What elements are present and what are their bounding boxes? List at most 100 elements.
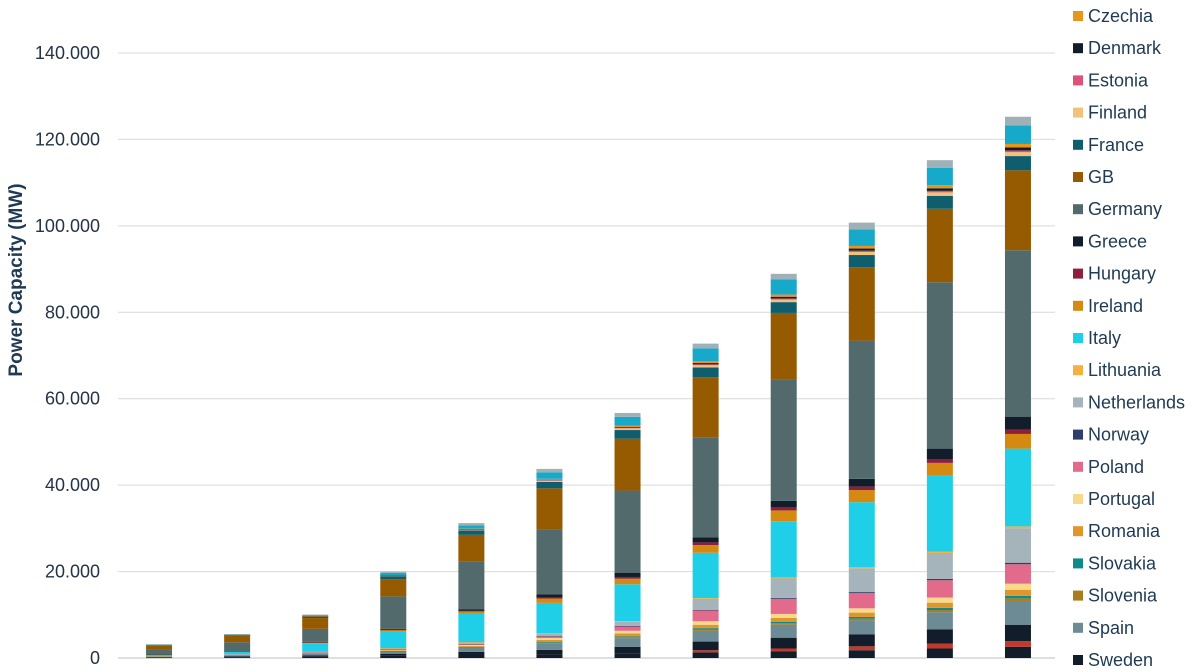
- bar-segment: [146, 649, 173, 655]
- bar-segment: [770, 279, 797, 295]
- legend-label: Sweden: [1088, 650, 1153, 670]
- legend-label: Greece: [1088, 231, 1147, 251]
- bar-segment: [1004, 562, 1031, 565]
- bar-segment: [458, 654, 485, 658]
- bar-segment: [770, 296, 797, 299]
- bar-segment: [302, 614, 329, 616]
- bar-segment: [536, 472, 563, 479]
- bar-segment: [1004, 641, 1031, 647]
- bar-segment: [614, 578, 641, 585]
- legend-label: Denmark: [1088, 38, 1162, 58]
- legend-label: Netherlands: [1088, 392, 1185, 412]
- y-tick-label: 0: [90, 648, 100, 668]
- bar-segment: [848, 650, 875, 658]
- bar-segment: [302, 653, 329, 654]
- bar-segment: [692, 437, 719, 538]
- bar-segment: [458, 644, 485, 646]
- bar-segment: [458, 645, 485, 647]
- bar-segment: [536, 479, 563, 481]
- bar-segment: [1004, 528, 1031, 563]
- bar-segment: [692, 361, 719, 364]
- bar-segment: [692, 552, 719, 599]
- bar-segment: [692, 598, 719, 600]
- bar-segment: [1004, 600, 1031, 625]
- bar-segment: [536, 636, 563, 639]
- y-axis-label: Power Capacity (MW): [6, 183, 27, 376]
- bar-segment: [146, 654, 173, 656]
- bar-segment: [1004, 589, 1031, 596]
- bar-segment: [536, 529, 563, 595]
- y-tick-label: 40.000: [45, 475, 100, 495]
- bar-segment: [770, 273, 797, 280]
- bar-segment: [848, 634, 875, 647]
- bar-segment: [848, 612, 875, 617]
- bar-segment: [926, 462, 953, 476]
- legend-label: Lithuania: [1088, 360, 1162, 380]
- bar-segment: [614, 425, 641, 427]
- bar-segment: [848, 340, 875, 479]
- bar-segment: [692, 364, 719, 366]
- bar-segment: [302, 651, 329, 653]
- bar-segment: [1004, 564, 1031, 584]
- legend-label: Portugal: [1088, 489, 1155, 509]
- bar-segment: [848, 616, 875, 619]
- bar-segment: [1004, 429, 1031, 434]
- bar-segment: [848, 486, 875, 491]
- legend-label: Poland: [1088, 457, 1144, 477]
- bar-segment: [926, 610, 953, 613]
- bar-segment: [1004, 416, 1031, 430]
- bar-segment: [770, 312, 797, 380]
- bar-segment: [224, 654, 251, 655]
- bar-segment: [692, 609, 719, 611]
- bar-segment: [770, 637, 797, 649]
- bar-segment: [224, 642, 251, 651]
- bar-segment: [536, 478, 563, 480]
- legend-label: Romania: [1088, 521, 1161, 541]
- bar-segment: [458, 528, 485, 530]
- bar-segment: [770, 507, 797, 511]
- bar-segment: [380, 650, 407, 652]
- bar-segment: [692, 628, 719, 630]
- bar-segment: [926, 185, 953, 189]
- bar-segment: [770, 500, 797, 508]
- bar-segment: [692, 610, 719, 622]
- bar-segment: [614, 490, 641, 573]
- bar-segment: [614, 637, 641, 639]
- bar-segment: [380, 631, 407, 649]
- bar-segment: [380, 648, 407, 650]
- bar-segment: [770, 577, 797, 579]
- bar-segment: [1004, 433, 1031, 449]
- bar-segment: [536, 468, 563, 473]
- bar-segment: [692, 367, 719, 378]
- legend-swatch: [1073, 139, 1083, 150]
- bar-segment: [458, 529, 485, 530]
- bar-segment: [926, 597, 953, 603]
- bar-segment: [224, 655, 251, 657]
- bar-segment: [926, 578, 953, 581]
- bar-segment: [1004, 526, 1031, 529]
- gridlines: [118, 52, 1055, 659]
- legend-swatch: [1073, 11, 1083, 21]
- bar-segment: [224, 635, 251, 643]
- bar-segment: [614, 416, 641, 426]
- bar-segment: [770, 623, 797, 625]
- bar-segment: [380, 575, 407, 576]
- bar-segment: [614, 653, 641, 658]
- bar-segment: [692, 624, 719, 629]
- bar-segment: [536, 480, 563, 482]
- legend-swatch: [1073, 333, 1083, 343]
- bar-segment: [536, 594, 563, 598]
- bar-segment: [692, 652, 719, 658]
- bar-segment: [458, 611, 485, 614]
- legend-swatch: [1073, 204, 1083, 215]
- bar-segment: [926, 167, 953, 186]
- bar-segment: [1004, 448, 1031, 527]
- legend-swatch: [1073, 429, 1083, 440]
- bar-segment: [302, 616, 329, 619]
- bar-segment: [692, 537, 719, 543]
- bar-segment: [1004, 143, 1031, 148]
- bar-segment: [302, 615, 329, 617]
- legend-label: Estonia: [1088, 70, 1149, 90]
- bar-segment: [614, 572, 641, 577]
